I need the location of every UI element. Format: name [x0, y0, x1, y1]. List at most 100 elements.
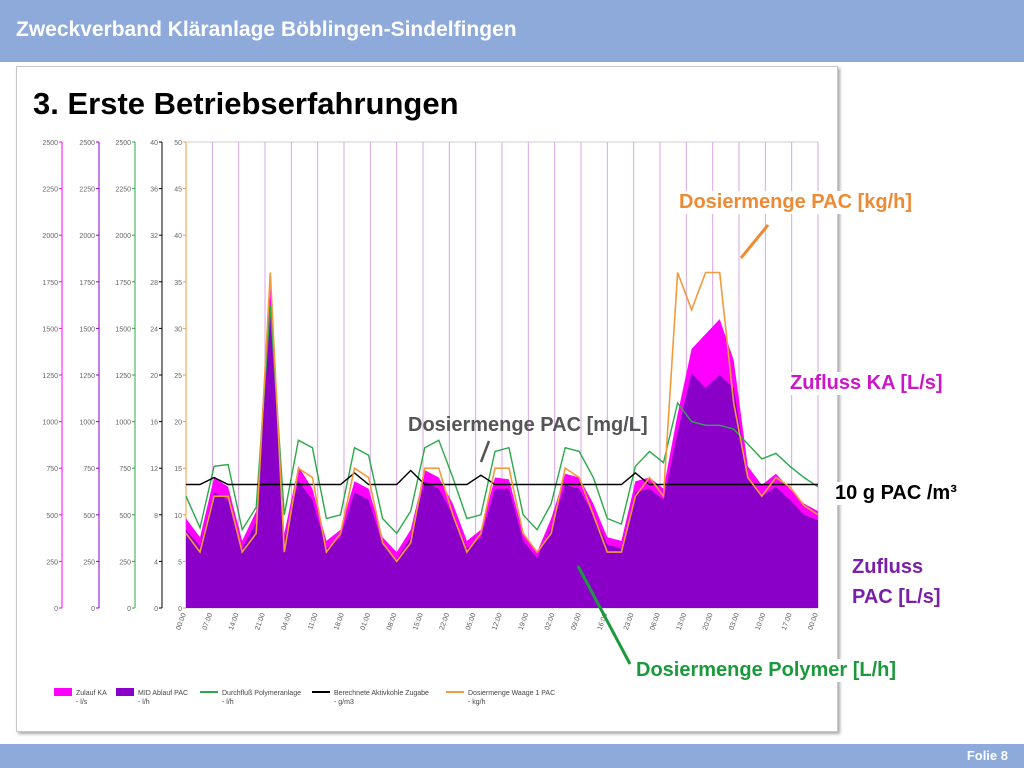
x-tick-label: 00:00 — [175, 612, 188, 631]
y-tick-label: 2500 — [115, 140, 131, 147]
y-tick-label: 2000 — [79, 233, 95, 240]
y-tick-label: 1250 — [115, 373, 131, 380]
annotation-dosier-mgl: Dosiermenge PAC [mg/L] — [408, 414, 648, 436]
y-tick-label: 1250 — [79, 373, 95, 380]
x-tick-label: 08:00 — [386, 612, 399, 631]
y-tick-label: 2250 — [115, 187, 131, 194]
y-tick-label: 2500 — [42, 140, 58, 147]
y-tick-label: 2250 — [42, 187, 58, 194]
y-tick-label: 2000 — [42, 233, 58, 240]
x-tick-label: 09:00 — [570, 612, 583, 631]
annotation-pac-m3: 10 g PAC /m³ — [831, 482, 961, 505]
y-tick-label: 250 — [83, 559, 95, 566]
x-tick-label: 03:00 — [728, 612, 741, 631]
annotation-dosier-kgh: Dosiermenge PAC [kg/h] — [679, 191, 912, 214]
y-tick-label: 500 — [46, 513, 58, 520]
x-tick-label: 18:00 — [333, 612, 346, 631]
y-tick-label: 2250 — [79, 187, 95, 194]
y-tick-label: 1000 — [79, 420, 95, 427]
legend-label: Dosiermenge Waage 1 PAC — [468, 690, 555, 697]
x-tick-label: 01:00 — [360, 612, 373, 631]
x-tick-label: 19:00 — [518, 612, 531, 631]
y-tick-label: 45 — [174, 187, 182, 194]
y-tick-label: 25 — [174, 373, 182, 380]
y-tick-label: 20 — [174, 420, 182, 427]
legend-label-unit: - l/s — [76, 699, 88, 706]
legend-swatch — [116, 688, 134, 696]
x-tick-label: 22:00 — [439, 612, 452, 631]
y-tick-label: 1750 — [79, 280, 95, 287]
y-tick-label: 40 — [150, 140, 158, 147]
y-tick-label: 1000 — [115, 420, 131, 427]
header-title: Zweckverband Kläranlage Böblingen-Sindel… — [16, 18, 517, 41]
x-tick-label: 20:00 — [702, 612, 715, 631]
y-tick-label: 30 — [174, 326, 182, 333]
legend-label: MID Ablauf PAC — [138, 690, 188, 697]
y-tick-label: 250 — [119, 559, 131, 566]
y-tick-label: 0 — [54, 606, 58, 613]
y-tick-label: 750 — [46, 466, 58, 473]
y-tick-label: 35 — [174, 280, 182, 287]
y-tick-label: 50 — [174, 140, 182, 147]
x-tick-label: 14:00 — [228, 612, 241, 631]
slide-title: 3. Erste Betriebserfahrungen — [33, 86, 459, 121]
y-tick-label: 5 — [178, 559, 182, 566]
x-tick-label: 21:00 — [254, 612, 267, 631]
y-tick-label: 750 — [119, 466, 131, 473]
legend-label-unit: - l/h — [222, 699, 234, 706]
y-tick-label: 0 — [127, 606, 131, 613]
y-tick-label: 1750 — [42, 280, 58, 287]
legend-swatch — [54, 688, 72, 696]
y-tick-label: 0 — [91, 606, 95, 613]
annotation-zufluss-pac-line2: PAC [L/s] — [852, 586, 941, 608]
legend-label: Zulauf KA — [76, 690, 107, 697]
x-tick-label: 06:00 — [649, 612, 662, 631]
y-tick-label: 2000 — [115, 233, 131, 240]
annotation-zufluss-pac-line1: Zufluss — [852, 556, 924, 578]
pointer-dosier-mgl — [479, 440, 491, 463]
x-tick-label: 13:00 — [676, 612, 689, 631]
annotation-zufluss-ka: Zufluss KA [L/s] — [790, 372, 943, 395]
x-tick-label: 11:00 — [307, 612, 319, 630]
y-tick-label: 500 — [83, 513, 95, 520]
y-tick-label: 32 — [150, 233, 158, 240]
x-tick-label: 07:00 — [202, 612, 215, 631]
y-tick-label: 750 — [83, 466, 95, 473]
y-tick-label: 4 — [154, 559, 158, 566]
y-tick-label: 0 — [178, 606, 182, 613]
x-tick-label: 17:00 — [781, 612, 794, 631]
y-tick-label: 16 — [150, 420, 158, 427]
pointer-dosier-polymer — [576, 565, 632, 665]
y-tick-label: 1250 — [42, 373, 58, 380]
annotation-dosier-polymer: Dosiermenge Polymer [L/h] — [636, 659, 897, 682]
series-mid-ablauf-pac-area — [186, 309, 818, 608]
y-tick-label: 12 — [150, 466, 158, 473]
y-tick-label: 1500 — [79, 326, 95, 333]
y-tick-label: 1500 — [115, 326, 131, 333]
slide-number: Folie 8 — [966, 748, 1008, 763]
series-polymer-line — [185, 305, 819, 535]
x-tick-label: 10:00 — [755, 612, 768, 631]
y-tick-label: 15 — [174, 466, 182, 473]
series-aktivkohle-line — [186, 469, 818, 486]
y-tick-label: 20 — [150, 373, 158, 380]
series-dosier-pac-line — [185, 271, 819, 563]
legend-label-unit: - g/m3 — [334, 699, 354, 706]
x-tick-label: 02:00 — [544, 612, 557, 631]
y-tick-label: 8 — [154, 513, 158, 520]
y-tick-label: 0 — [154, 606, 158, 613]
legend-label: Berechnete Aktivkohle Zugabe — [334, 690, 429, 697]
y-tick-label: 1750 — [115, 280, 131, 287]
x-tick-label: 12:00 — [491, 612, 504, 631]
y-tick-label: 28 — [150, 280, 158, 287]
footer-bar: Folie 8 — [0, 744, 1024, 768]
y-tick-label: 2500 — [79, 140, 95, 147]
legend-label-unit: - kg/h — [468, 699, 486, 706]
y-tick-label: 1000 — [42, 420, 58, 427]
y-tick-label: 250 — [46, 559, 58, 566]
y-tick-label: 1500 — [42, 326, 58, 333]
legend-label: Durchfluß Polymeranlage — [222, 690, 301, 697]
x-tick-label: 15:00 — [412, 612, 425, 631]
y-tick-label: 24 — [150, 326, 158, 333]
y-tick-label: 36 — [150, 187, 158, 194]
